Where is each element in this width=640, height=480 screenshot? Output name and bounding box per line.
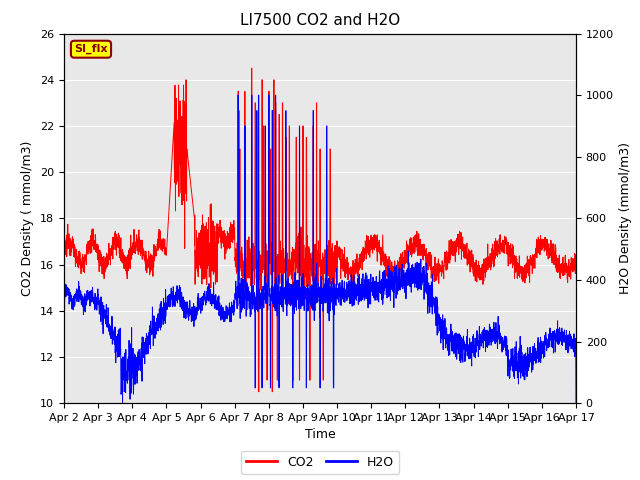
X-axis label: Time: Time	[305, 429, 335, 442]
Text: SI_flx: SI_flx	[74, 44, 108, 54]
Title: LI7500 CO2 and H2O: LI7500 CO2 and H2O	[240, 13, 400, 28]
Y-axis label: CO2 Density ( mmol/m3): CO2 Density ( mmol/m3)	[22, 141, 35, 296]
Legend: CO2, H2O: CO2, H2O	[241, 451, 399, 474]
Y-axis label: H2O Density (mmol/m3): H2O Density (mmol/m3)	[620, 143, 632, 294]
